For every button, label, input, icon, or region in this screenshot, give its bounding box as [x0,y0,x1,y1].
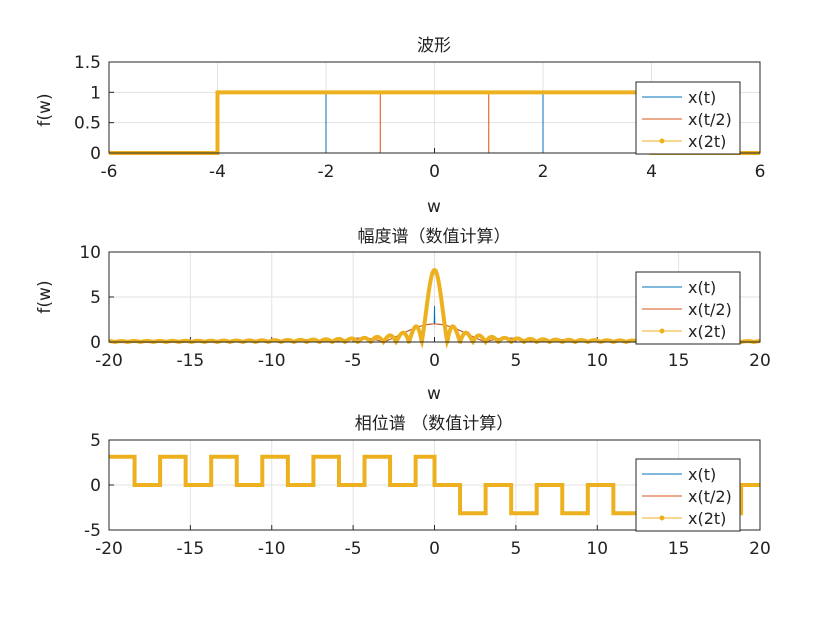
y-tick-label: 5 [90,431,101,451]
x-tick-label: -2 [318,162,335,182]
axes-frame [108,439,761,531]
legend-label: x(2t) [688,322,726,341]
legend: x(t) x(t/2) x(2t) [635,81,741,155]
x-tick-label: 5 [510,351,521,371]
axis-ticks: -6 -4 -2 0 2 4 6 0 0.5 1 1.5 [74,53,765,182]
axis-ticks: -20 -15 -10 -5 0 5 10 15 20 0 5 10 [79,243,770,371]
axes-frame [108,61,761,154]
x-tick-label: 0 [429,351,440,371]
y-tick-label: 0 [90,144,101,164]
legend-label: x(t) [688,465,716,484]
y-tick-label: 0.5 [74,114,101,134]
x-tick-label: -20 [95,351,123,371]
legend-marker [659,515,665,521]
chart-title: 幅度谱（数值计算） [358,227,511,247]
x-tick-label: 5 [510,539,521,559]
x-tick-label: 6 [755,162,766,182]
x-tick-label: -4 [209,162,226,182]
x-tick-label: -15 [176,351,204,371]
x-tick-label: -10 [258,351,286,371]
subplot-phase: 相位谱 （数值计算） -20 -15 -10 -5 0 5 10 15 20-505 x(t)x… [84,414,771,559]
x-tick-label: -6 [101,162,118,182]
legend-label: x(t/2) [688,300,732,319]
x-tick-label: -20 [95,539,123,559]
legend-label: x(t/2) [688,487,732,506]
x-tick-label: -5 [345,539,362,559]
x-tick-label: 2 [538,162,549,182]
y-tick-label: 1 [90,83,101,103]
legend-label: x(t) [688,88,716,107]
y-tick-label: 0 [90,333,101,353]
x-tick-label: -15 [176,539,204,559]
legend-label: x(t) [688,278,716,297]
legend-marker [659,328,665,334]
x-axis-label: w [427,384,441,404]
legend-marker [659,138,665,144]
x-tick-label: 4 [646,162,657,182]
x-tick-label: 10 [586,351,608,371]
x-tick-label: 0 [429,539,440,559]
y-axis-label: f(w) [35,280,55,313]
x-tick-label: -10 [258,539,286,559]
legend: x(t) x(t/2) x(2t) [635,458,741,532]
y-tick-label: 5 [90,288,101,308]
x-tick-label: 10 [586,539,608,559]
y-tick-label: 1.5 [74,53,101,73]
legend-box [635,81,741,155]
axes-frame [108,251,761,343]
legend-label: x(t/2) [688,110,732,129]
legend-box [635,458,741,532]
x-tick-label: 20 [749,351,771,371]
subplot-waveform: 波形 f(w) w -6 -4 -2 0 2 4 600.511.5 x(t)x(t/2)x… [35,36,765,217]
x-tick-label: 15 [668,539,690,559]
y-tick-label: 10 [79,243,101,263]
y-tick-label: 0 [90,476,101,496]
x-axis-label: w [427,197,441,217]
x-tick-label: 15 [668,351,690,371]
legend-box [635,271,741,345]
chart-title: 相位谱 （数值计算） [355,414,513,434]
x-tick-label: -5 [345,351,362,371]
x-tick-label: 20 [749,539,771,559]
x-tick-label: 0 [429,162,440,182]
legend: x(t) x(t/2) x(2t) [635,271,741,345]
chart-title: 波形 [417,36,451,56]
subplot-amplitude: 幅度谱（数值计算） f(w) w -20 -15 -10 -5 0 5 10 15 20 0 5 10… [35,227,771,404]
axis-ticks: -20 -15 -10 -5 0 5 10 15 20 -5 0 5 [84,431,771,559]
legend-label: x(2t) [688,509,726,528]
legend-label: x(2t) [688,132,726,151]
y-axis-label: f(w) [35,93,55,126]
y-tick-label: -5 [84,521,101,541]
